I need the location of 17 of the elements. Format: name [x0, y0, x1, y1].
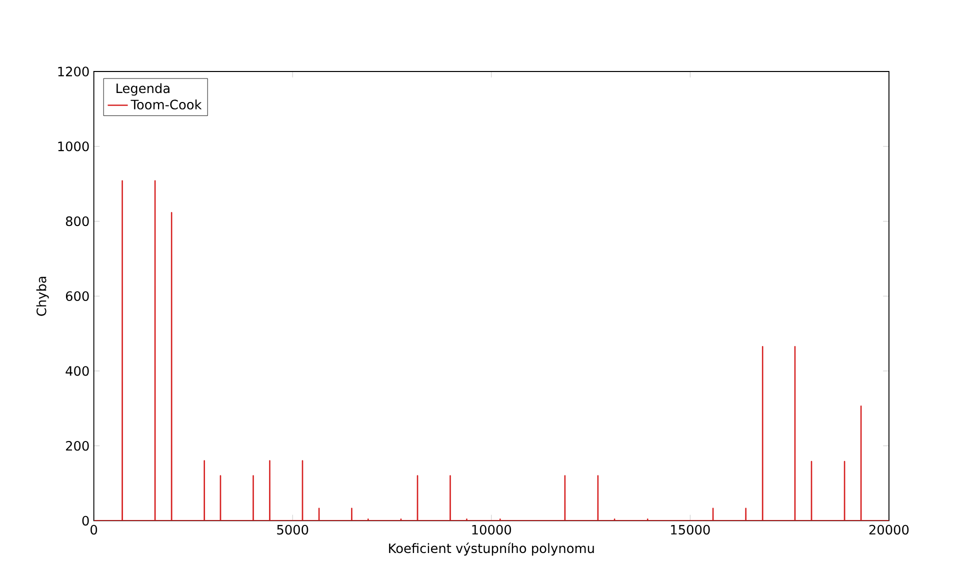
y-tick-label: 1200: [58, 66, 89, 76]
y-tick-label: 600: [66, 291, 89, 301]
y-tick-label: 400: [66, 366, 89, 376]
y-tick-label: 200: [66, 440, 89, 451]
y-tick-label: 1000: [58, 141, 89, 152]
legend-title: Legenda: [116, 83, 170, 96]
x-tick-label: 10000: [472, 524, 512, 534]
x-tick-label: 15000: [671, 524, 710, 534]
y-axis-title: Chyba: [36, 276, 49, 316]
x-axis-title: Koeficient výstupního polynomu: [389, 542, 594, 556]
line-series: [94, 180, 889, 521]
y-tick-label: 800: [66, 216, 89, 226]
x-tick-label: 20000: [869, 524, 909, 534]
legend-label: Toom-Cook: [130, 99, 202, 110]
x-tick-label: 0: [90, 524, 98, 534]
x-tick-label: 5000: [277, 524, 308, 534]
y-tick-label: 0: [82, 516, 89, 526]
